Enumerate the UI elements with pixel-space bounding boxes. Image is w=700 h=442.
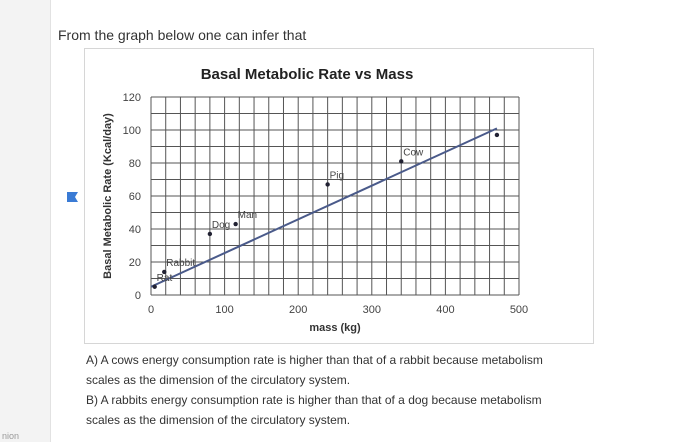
left-page-margin xyxy=(0,0,51,442)
y-tick-label: 100 xyxy=(123,125,141,137)
option-b-label: B) A rabbits energy consumption rate is … xyxy=(86,393,542,407)
x-axis-label: mass (kg) xyxy=(309,322,361,334)
option-b-continuation: scales as the dimension of the circulato… xyxy=(86,413,351,427)
y-tick-label: 0 xyxy=(135,290,141,302)
x-tick-label: 100 xyxy=(215,304,233,316)
y-tick-label: 60 xyxy=(129,191,141,203)
y-tick-label: 120 xyxy=(123,92,141,104)
option-b[interactable]: B) A rabbits energy consumption rate is … xyxy=(86,390,576,430)
flag-icon[interactable] xyxy=(66,190,80,204)
y-tick-label: 20 xyxy=(129,257,141,269)
data-point xyxy=(325,182,330,187)
data-point-label: Pig xyxy=(330,170,344,181)
x-tick-label: 300 xyxy=(363,304,381,316)
y-tick-label: 80 xyxy=(129,158,141,170)
x-tick-label: 500 xyxy=(510,304,528,316)
y-axis-label: Basal Metabolic Rate (Kcal/day) xyxy=(102,113,114,279)
data-point xyxy=(162,269,167,275)
option-a[interactable]: A) A cows energy consumption rate is hig… xyxy=(86,350,576,390)
side-footer-text: nion xyxy=(2,431,20,441)
x-tick-label: 200 xyxy=(289,304,307,316)
question-prompt: From the graph below one can infer that xyxy=(58,27,307,43)
data-point-label: Dog xyxy=(212,220,230,231)
data-point xyxy=(399,159,404,164)
data-point xyxy=(207,231,213,237)
answer-options: A) A cows energy consumption rate is hig… xyxy=(86,350,576,430)
data-point-label: Cow xyxy=(403,147,424,158)
data-point xyxy=(233,221,238,227)
chart-title: Basal Metabolic Rate vs Mass xyxy=(201,66,414,83)
data-point-label: Rabbit xyxy=(166,258,195,269)
data-point-label: Man xyxy=(238,210,257,221)
option-a-label: A) A cows energy consumption rate is hig… xyxy=(86,353,543,367)
chart-panel: Basal Metabolic Rate vs Mass 0 20 40 60 80 100… xyxy=(84,48,594,344)
data-point xyxy=(152,284,157,289)
option-a-continuation: scales as the dimension of the circulato… xyxy=(86,373,351,387)
data-point-label: Rat xyxy=(157,273,173,284)
data-point xyxy=(494,132,500,138)
chart-svg: Basal Metabolic Rate vs Mass 0 20 40 60 80 100… xyxy=(102,66,528,334)
x-tick-label: 0 xyxy=(148,304,154,316)
x-tick-label: 400 xyxy=(436,304,454,316)
trend-line xyxy=(150,127,498,288)
y-tick-label: 40 xyxy=(129,224,141,236)
